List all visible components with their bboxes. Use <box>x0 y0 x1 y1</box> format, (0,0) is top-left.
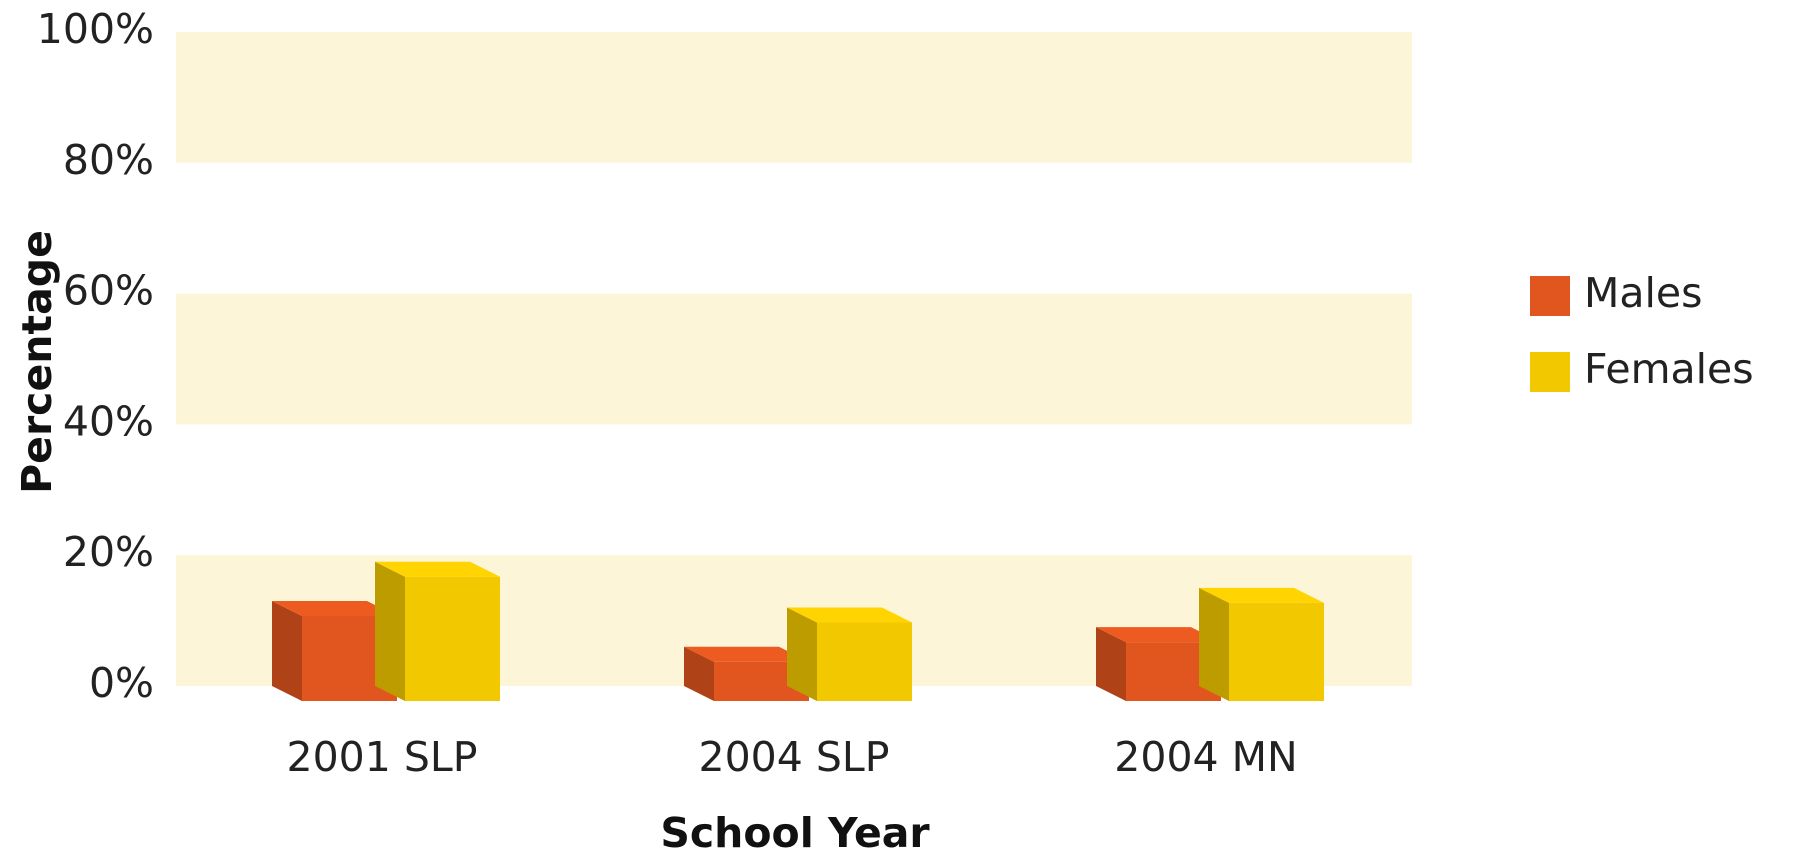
y-tick-label: 100% <box>37 5 154 53</box>
legend-swatch <box>1530 352 1570 392</box>
y-tick-label: 20% <box>63 528 154 576</box>
legend-label: Males <box>1584 269 1702 317</box>
bar-top <box>1096 627 1221 643</box>
bar-top <box>787 607 912 623</box>
bar <box>405 576 500 701</box>
bar-top <box>1199 587 1324 603</box>
y-tick-label: 80% <box>63 136 154 184</box>
bar-side <box>1199 587 1229 701</box>
bar-side <box>375 561 405 701</box>
bar <box>1229 602 1324 701</box>
grid-band <box>176 293 1412 425</box>
x-tick-label: 2001 SLP <box>287 733 478 781</box>
legend-swatch <box>1530 276 1570 316</box>
grid-band <box>176 32 1412 163</box>
x-axis-title: School Year <box>660 809 930 857</box>
y-tick-label: 0% <box>89 659 154 707</box>
bar-side <box>272 600 302 701</box>
y-axis-title: Percentage <box>13 230 61 494</box>
y-tick-label: 60% <box>63 267 154 315</box>
y-tick-label: 40% <box>63 397 154 445</box>
bar-side <box>684 646 714 701</box>
bar-top <box>272 600 397 616</box>
x-tick-label: 2004 SLP <box>699 733 890 781</box>
x-tick-label: 2004 MN <box>1114 733 1297 781</box>
legend-label: Females <box>1584 345 1754 393</box>
bar-side <box>1096 627 1126 701</box>
bar-top <box>684 646 809 662</box>
bar <box>817 622 912 701</box>
bar-side <box>787 607 817 701</box>
bar-top <box>375 561 500 577</box>
